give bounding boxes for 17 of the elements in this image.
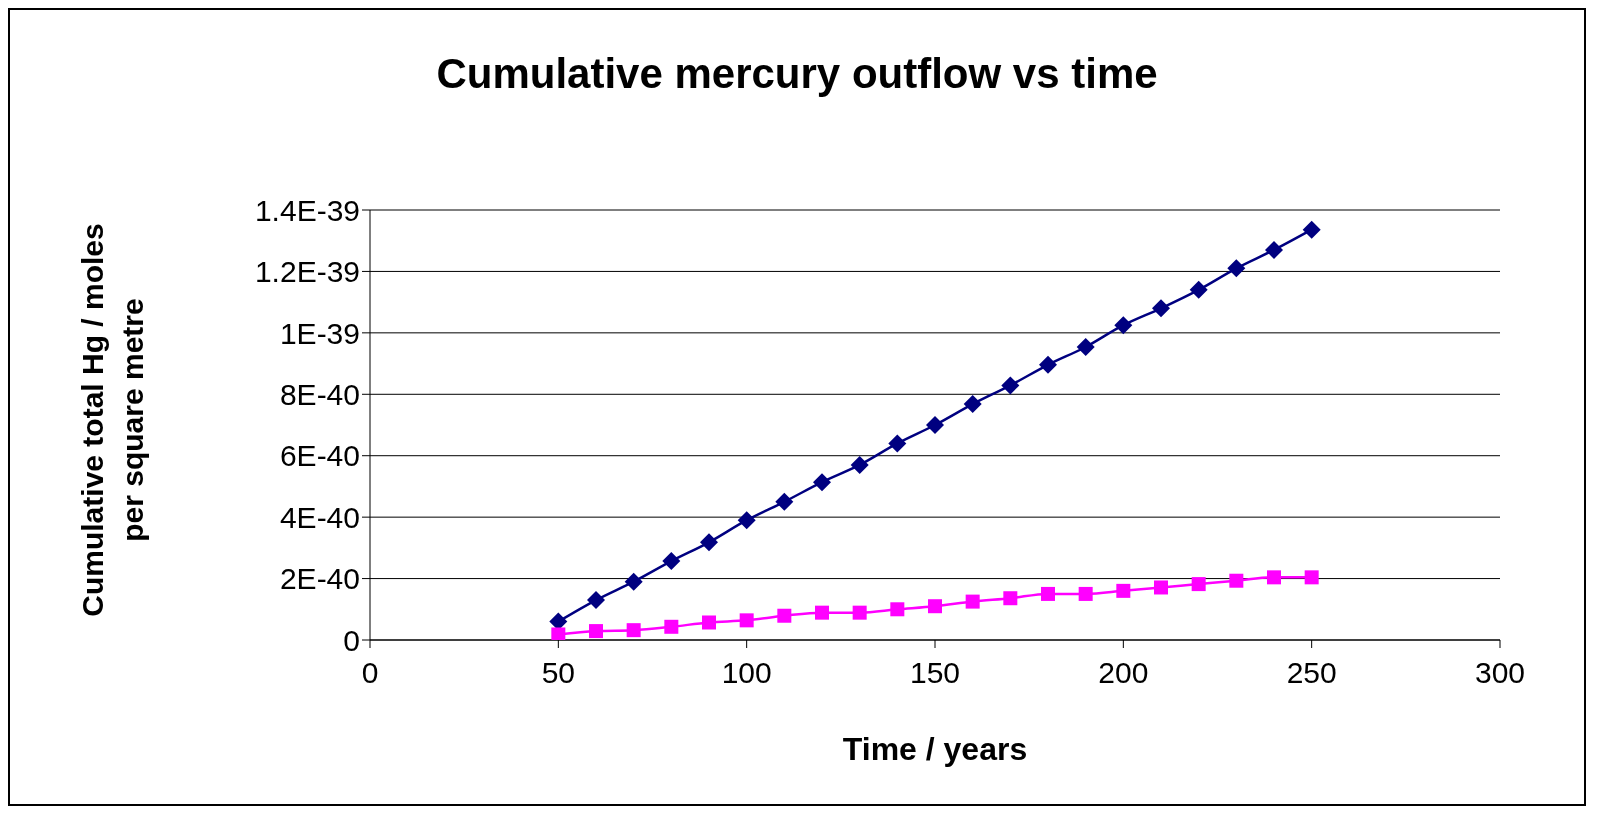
y-tick-label: 6E-40	[279, 439, 360, 473]
x-axis-title: Time / years	[842, 731, 1028, 767]
x-tick-label: 200	[1098, 656, 1149, 690]
y-tick-label: 4E-40	[279, 500, 360, 534]
y-axis-title: Cumulative total Hg / moles per square metre	[75, 222, 150, 619]
x-tick-label: 300	[1474, 656, 1526, 690]
x-tick-label: 50	[541, 656, 576, 690]
x-tick-label: 150	[909, 656, 961, 690]
y-tick-label: 1.4E-39	[254, 193, 360, 227]
chart-title: Cumulative mercury outflow vs time	[435, 50, 1159, 98]
y-tick-label: 8E-40	[279, 377, 360, 411]
x-tick-label: 250	[1286, 656, 1337, 690]
y-tick-label: 1.2E-39	[254, 255, 360, 289]
y-tick-label: 2E-40	[279, 562, 360, 596]
y-tick-label: 1E-39	[279, 316, 360, 350]
x-tick-label: 100	[721, 656, 772, 690]
y-tick-label: 0	[343, 623, 360, 657]
